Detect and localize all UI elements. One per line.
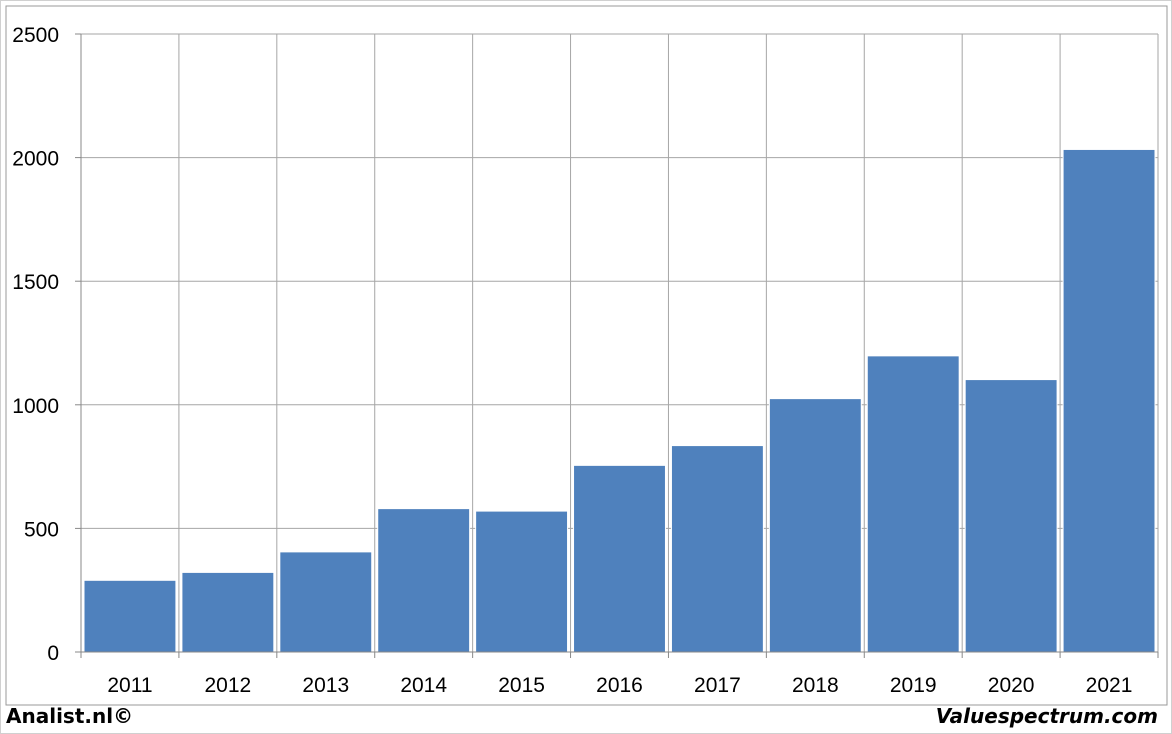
- x-tick-labels: 2011 2012 2013 2014 2015 2016 2017 2018 2019 2020…: [107, 674, 1132, 697]
- grid-lines: [81, 33, 1159, 652]
- bar-2018: [768, 398, 862, 653]
- x-tick-label: 2012: [205, 674, 252, 697]
- bar-2019: [866, 355, 960, 653]
- x-tick-label: 2016: [596, 674, 643, 697]
- bar-2021: [1062, 148, 1156, 653]
- x-tick-label: 2018: [792, 674, 839, 697]
- bar-2014: [377, 508, 471, 653]
- bar-2020: [964, 379, 1058, 653]
- y-tick-labels: 0 500 1000 1500 2000 2500: [12, 24, 59, 665]
- x-tick-label: 2015: [498, 674, 545, 697]
- bar-2017: [670, 445, 764, 653]
- y-tick-label: 0: [47, 642, 59, 665]
- axes: [75, 33, 1159, 658]
- bar-2016: [573, 464, 666, 653]
- bar-2013: [279, 551, 373, 653]
- x-tick-label: 2021: [1086, 674, 1133, 697]
- y-tick-label: 500: [24, 518, 59, 541]
- y-tick-label: 1000: [12, 395, 59, 418]
- bars: [83, 148, 1156, 653]
- x-tick-label: 2011: [107, 674, 152, 697]
- x-tick-label: 2019: [890, 674, 937, 697]
- bar-2011: [83, 579, 177, 653]
- x-tick-label: 2013: [302, 674, 349, 697]
- y-tick-label: 2000: [12, 148, 59, 171]
- x-tick-label: 2017: [694, 674, 741, 697]
- bar-2012: [181, 571, 275, 653]
- footer-source-left: Analist.nl©: [6, 704, 134, 728]
- y-tick-label: 1500: [12, 271, 59, 294]
- x-tick-label: 2014: [400, 674, 447, 697]
- y-tick-label: 2500: [12, 24, 59, 47]
- x-tick-label: 2020: [988, 674, 1035, 697]
- bar-2015: [475, 510, 569, 653]
- footer-source-right: Valuespectrum.com: [935, 704, 1158, 728]
